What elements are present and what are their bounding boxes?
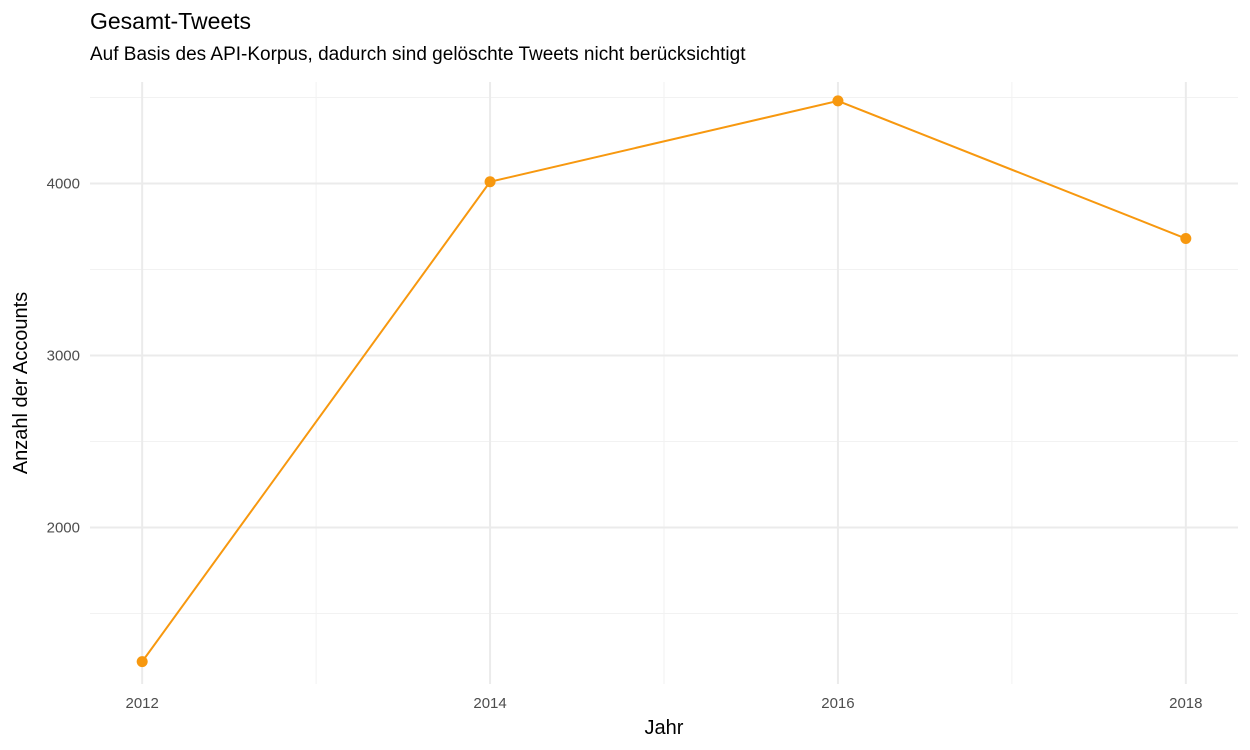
x-tick-label: 2016	[821, 695, 854, 712]
data-points	[136, 95, 1192, 668]
series-line	[141, 99, 1187, 663]
y-tick-label: 4000	[47, 175, 80, 192]
y-tick-label: 2000	[47, 519, 80, 536]
data-point	[484, 176, 496, 188]
data-point	[832, 95, 844, 107]
data-point	[136, 656, 148, 668]
chart-title: Gesamt-Tweets	[90, 8, 252, 34]
minor-gridlines	[90, 82, 1238, 684]
chart-subtitle: Auf Basis des API-Korpus, dadurch sind g…	[90, 44, 746, 65]
x-tick-label: 2012	[125, 695, 158, 712]
y-axis-title: Anzahl der Accounts	[10, 292, 32, 474]
x-axis-title: Jahr	[645, 717, 684, 739]
x-tick-label: 2014	[473, 695, 506, 712]
y-tick-label: 3000	[47, 347, 80, 364]
data-point	[1180, 233, 1192, 245]
x-tick-label: 2018	[1169, 695, 1202, 712]
y-axis-ticks: 2000 3000 4000	[47, 175, 80, 536]
x-axis-ticks: 2012 2014 2016 2018	[125, 695, 1202, 712]
